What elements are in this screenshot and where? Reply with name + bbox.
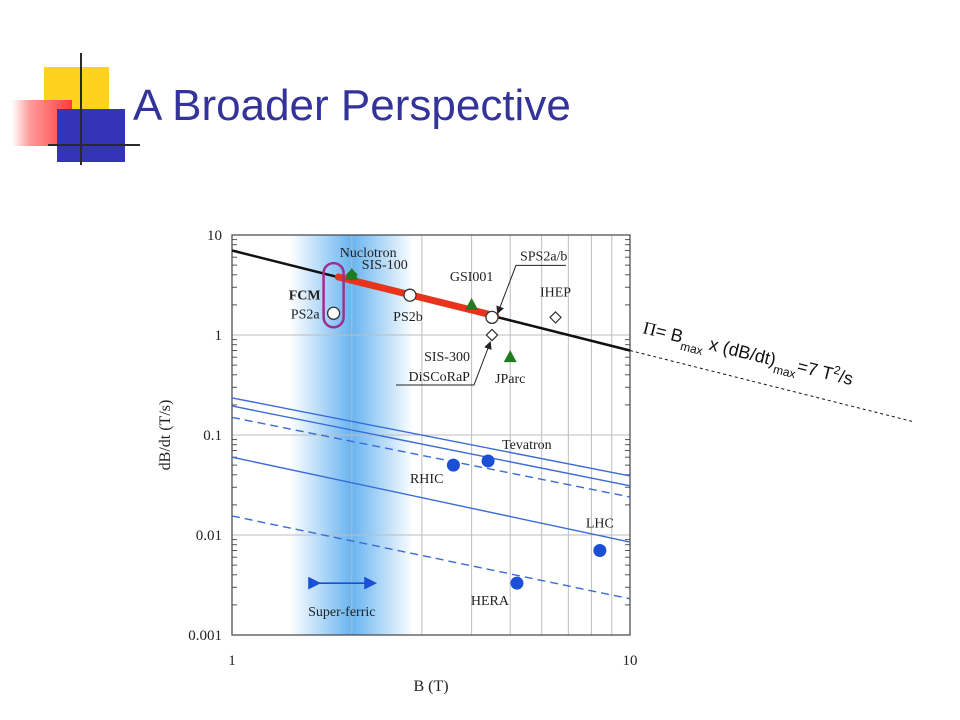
hera-label: HERA xyxy=(471,594,510,609)
gsi001-marker xyxy=(465,297,479,310)
formula-part: /s xyxy=(837,366,855,389)
formula-part: x (dB/dt) xyxy=(702,333,778,370)
y-tick-label: 0.001 xyxy=(188,628,222,644)
fcm-loop xyxy=(322,261,345,329)
formula-label: Π= Bmax x (dB/dt)max=7 T2/s xyxy=(640,316,856,395)
x-tick-label: 1 xyxy=(228,653,236,669)
accelerator-line xyxy=(231,416,631,498)
lhc-label: LHC xyxy=(586,516,614,531)
jparc-marker xyxy=(503,350,517,363)
sis-100-marker xyxy=(345,267,359,280)
ps2b-label: PS2b xyxy=(393,310,423,325)
formula-part: max xyxy=(679,339,704,358)
accelerator-line xyxy=(231,515,631,600)
sis300-leader-line xyxy=(395,341,492,386)
formula-part: Π xyxy=(641,317,658,340)
y-tick-label: 10 xyxy=(207,228,222,244)
superferric-label: Super-ferric xyxy=(308,605,375,620)
ps2b-marker xyxy=(403,288,417,302)
accelerator-line xyxy=(231,456,631,543)
rhic-marker xyxy=(446,458,460,472)
y-axis-label: dB/dt (T/s) xyxy=(157,400,174,471)
y-tick-label: 1 xyxy=(215,328,223,344)
ihep-label: IHEP xyxy=(540,285,571,300)
discorap-marker xyxy=(485,328,499,342)
formula-part: =7 T xyxy=(795,356,835,384)
constant-line-extension xyxy=(629,350,913,422)
sis-300-label: SIS-300 xyxy=(424,350,470,365)
hera-marker xyxy=(510,576,524,590)
ps2a-marker xyxy=(326,306,341,320)
y-tick-label: 0.1 xyxy=(203,428,222,444)
x-tick-label: 10 xyxy=(623,653,638,669)
y-tick-label: 0.01 xyxy=(196,528,222,544)
ihep-marker xyxy=(549,311,562,324)
plot-frame xyxy=(231,234,631,636)
formula-part: max xyxy=(772,362,797,381)
x-axis-label: B (T) xyxy=(413,678,448,695)
nuclotron-label: Nuclotron xyxy=(340,246,397,261)
tevatron-label: Tevatron xyxy=(502,438,552,453)
formula-part: 2 xyxy=(832,363,842,378)
slide-title: A Broader Perspective xyxy=(133,81,571,130)
logo-horizontal-line xyxy=(48,144,140,146)
logo-vertical-line xyxy=(80,53,82,165)
fcm-label: FCM xyxy=(289,289,321,304)
ps2a-label: PS2a xyxy=(291,307,321,322)
lhc-marker xyxy=(593,543,607,557)
accelerator-line xyxy=(231,405,631,487)
tevatron-marker xyxy=(481,454,495,468)
sps2a-b-marker xyxy=(485,310,499,325)
rhic-label: RHIC xyxy=(410,472,443,487)
sps-leader-line xyxy=(496,264,566,315)
sps2a-b-label: SPS2a/b xyxy=(520,249,567,264)
jparc-label: JParc xyxy=(495,372,525,387)
discorap-label: DiSCoRaP xyxy=(409,370,471,385)
sis-100-label: SIS-100 xyxy=(362,258,408,273)
accelerator-line xyxy=(231,397,631,477)
gsi001-label: GSI001 xyxy=(450,270,494,285)
logo-blue-square xyxy=(57,109,125,162)
